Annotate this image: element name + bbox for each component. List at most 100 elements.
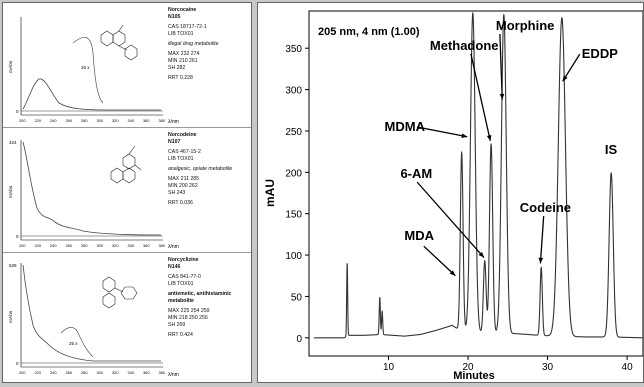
y-tick-label: 300 bbox=[285, 86, 302, 97]
arrowhead bbox=[538, 257, 544, 264]
compound-id: N146 bbox=[168, 264, 181, 270]
x-tick-label: 380 bbox=[159, 370, 166, 375]
annotation-arrow bbox=[423, 245, 456, 277]
x-axis-label: Minutes bbox=[453, 370, 495, 382]
y-max-label: 424 bbox=[9, 140, 17, 145]
x-tick-label: 340 bbox=[128, 118, 135, 123]
y-tick-label: 250 bbox=[285, 127, 302, 138]
library: LIB TOX01 bbox=[168, 156, 194, 162]
inset-curve bbox=[60, 327, 94, 358]
x-tick-label: 300 bbox=[97, 243, 104, 248]
arrowhead bbox=[499, 93, 505, 100]
annotation-arrow bbox=[539, 215, 545, 264]
chromatogram-panel: 0 50 100 150 200 250 300 350 10 20 30 40 Methadone Mo… bbox=[257, 2, 644, 383]
max-values: MAX 232 274 bbox=[168, 51, 200, 57]
x-tick-label: 200 bbox=[19, 370, 26, 375]
compound-name: Norcyclizine bbox=[168, 257, 199, 263]
compound-name: Norcodeine bbox=[168, 132, 197, 138]
spectrum-curve bbox=[22, 78, 161, 111]
x-tick-label: 380 bbox=[159, 118, 166, 123]
arrowhead bbox=[562, 75, 568, 82]
spectrum-card: mAbs 0 25 x 200 220 240 260 280 bbox=[3, 3, 251, 128]
spectrum-plot: mAbs 528 0 25 x 200 220 240 260 280 bbox=[8, 263, 166, 375]
shoulder-values: SH 243 bbox=[168, 190, 186, 196]
min-values: MIN 210 261 bbox=[168, 58, 198, 64]
shoulder-values: SH 269 bbox=[168, 322, 186, 328]
arrowhead bbox=[478, 251, 484, 258]
annotation-arrow bbox=[416, 181, 485, 258]
cas-number: CAS 18717-72-1 bbox=[168, 24, 207, 30]
peak-label: IS bbox=[605, 142, 618, 157]
y-min-label: 0 bbox=[16, 109, 19, 114]
arrowhead bbox=[449, 270, 456, 276]
x-tick-label: 260 bbox=[66, 118, 73, 123]
x-tick-label: 340 bbox=[128, 370, 135, 375]
annotation-arrow bbox=[416, 126, 468, 138]
chart-title: 205 nm, 4 nm (1.00) bbox=[318, 26, 420, 38]
spectrum-curve bbox=[22, 264, 161, 362]
x-tick-label: 360 bbox=[143, 118, 150, 123]
spectrum-plot: mAbs 0 25 x 200 220 240 260 280 bbox=[8, 17, 166, 123]
chromatogram-trace bbox=[313, 11, 643, 339]
inset-curve bbox=[72, 37, 104, 104]
spectrum-card: mAbs 528 0 25 x 200 220 240 260 280 bbox=[3, 253, 251, 378]
spectrum-plot: mAbs 424 0 200 220 240 260 280 30 bbox=[8, 140, 166, 248]
spectrum-info: Norcocaine N105 CAS 18717-72-1 LIB TOX01… bbox=[168, 7, 250, 82]
y-axis-label: mAbs bbox=[8, 310, 14, 323]
x-tick-label: 40 bbox=[622, 362, 634, 373]
min-values: MIN 200 262 bbox=[168, 183, 198, 189]
peak-label: MDMA bbox=[385, 119, 426, 134]
peak-label: Methadone bbox=[430, 38, 499, 53]
x-tick-label: 30 bbox=[542, 362, 554, 373]
y-tick-label: 50 bbox=[291, 292, 303, 303]
compound-note: antiemetic, antihistaminic bbox=[168, 291, 232, 297]
x-tick-label: 320 bbox=[112, 370, 119, 375]
compound-name: Norcocaine bbox=[168, 7, 197, 13]
x-tick-label: 240 bbox=[50, 370, 57, 375]
peak-label: 6-AM bbox=[400, 166, 432, 181]
x-tick-label: 260 bbox=[66, 370, 73, 375]
x-tick-label: 380 bbox=[159, 243, 166, 248]
structure-icon bbox=[110, 145, 142, 184]
peak-label: EDDP bbox=[582, 46, 618, 61]
y-tick-label: 0 bbox=[296, 334, 302, 345]
uv-spectra-panel: mAbs 0 25 x 200 220 240 260 280 bbox=[2, 2, 252, 383]
x-tick-labels: 200 220 240 260 280 300 320 340 360 380 bbox=[19, 118, 166, 123]
max-values: MAX 225 254 259 bbox=[168, 308, 210, 314]
y-tick-label: 200 bbox=[285, 168, 302, 179]
x-tick-label: 20 bbox=[462, 362, 474, 373]
inset-label: 25 x bbox=[81, 65, 90, 70]
x-unit-label: λ/nm bbox=[168, 372, 179, 378]
x-tick-label: 280 bbox=[81, 370, 88, 375]
y-min-label: 0 bbox=[16, 234, 19, 239]
x-tick-label: 360 bbox=[143, 243, 150, 248]
peak-label: Morphine bbox=[496, 18, 555, 33]
spectrum-info: Norcyclizine N146 CAS 841-77-0 LIB TOX01… bbox=[168, 257, 250, 339]
arrowhead bbox=[486, 134, 492, 141]
y-tick-label: 100 bbox=[285, 251, 302, 262]
structure-icon bbox=[100, 24, 138, 61]
library: LIB TOX01 bbox=[168, 281, 194, 287]
spectrum-curve bbox=[22, 141, 162, 236]
arrowhead bbox=[461, 133, 468, 138]
rrt-value: RRT 0.424 bbox=[168, 332, 193, 338]
shoulder-values: SH 282 bbox=[168, 65, 186, 71]
spectrum-info: Norcodeine N107 CAS 467-15-2 LIB TOX01 a… bbox=[168, 132, 250, 207]
y-axis-label: mAU bbox=[263, 179, 277, 207]
compound-id: N105 bbox=[168, 14, 181, 20]
y-tick-label: 350 bbox=[285, 44, 302, 55]
x-tick-label: 240 bbox=[50, 243, 57, 248]
x-tick-label: 300 bbox=[97, 370, 104, 375]
x-tick-label: 300 bbox=[97, 118, 104, 123]
x-tick-label: 260 bbox=[66, 243, 73, 248]
chromatogram-chart: 0 50 100 150 200 250 300 350 10 20 30 40 Methadone Mo… bbox=[263, 10, 644, 382]
peak-label: Codeine bbox=[520, 200, 571, 215]
x-tick-label: 200 bbox=[19, 243, 26, 248]
x-tick-label: 10 bbox=[383, 362, 395, 373]
min-values: MIN 218 250 256 bbox=[168, 315, 208, 321]
library: LIB TOX01 bbox=[168, 31, 194, 37]
y-axis-label: mAbs bbox=[8, 60, 14, 73]
x-tick-labels: 200 220 240 260 280 300 320 340 360 380 bbox=[19, 370, 166, 375]
x-tick-label: 360 bbox=[143, 370, 150, 375]
